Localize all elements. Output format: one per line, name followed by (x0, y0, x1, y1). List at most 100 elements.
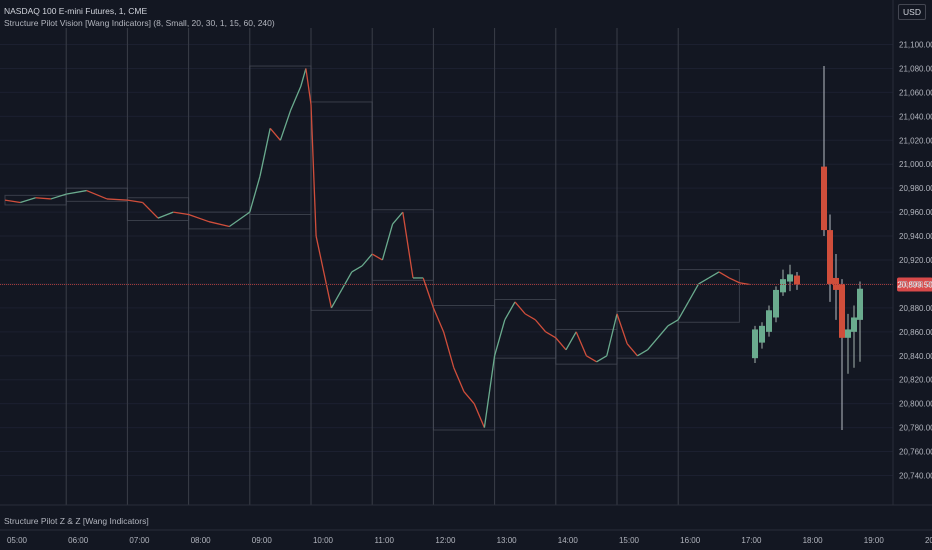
candlesticks (752, 66, 863, 431)
time-tick-label: 11:00 (374, 536, 394, 545)
price-segment (361, 253, 373, 267)
time-tick-label: 16:00 (680, 536, 701, 545)
time-tick-label: 06:00 (68, 536, 89, 545)
structure-box (188, 211, 251, 230)
price-segment (493, 319, 506, 356)
price-segment (341, 271, 353, 291)
price-segment (575, 331, 587, 357)
price-tick-label: 20,900.00 (899, 280, 932, 289)
price-tick-label: 20,860.00 (899, 328, 932, 337)
price-axis: 21,100.00 21,080.00 21,060.00 21,040.00 21,0… (892, 0, 932, 505)
price-segment (320, 259, 333, 309)
price-segment (687, 283, 700, 303)
symbol-title[interactable]: NASDAQ 100 E-mini Futures, 1, CME (4, 6, 148, 16)
candle-body[interactable] (851, 317, 857, 332)
price-segment (229, 211, 251, 228)
time-tick-label: 18:00 (803, 536, 824, 545)
price-segment (402, 212, 414, 279)
time-tick-label: 05:00 (7, 536, 28, 545)
price-segment (483, 355, 496, 428)
candle-body[interactable] (752, 329, 758, 359)
structure-box (126, 197, 190, 221)
candle-body[interactable] (833, 277, 839, 290)
candle-body[interactable] (780, 279, 786, 293)
time-tick-label: 08:00 (191, 536, 212, 545)
price-segment (739, 282, 750, 286)
candle-body[interactable] (773, 289, 779, 318)
time-tick-label: 20:00 (925, 536, 932, 545)
price-tick-label: 21,100.00 (899, 41, 932, 50)
price-tick-label: 21,080.00 (899, 64, 932, 73)
price-segment (545, 331, 557, 339)
time-tick-label: 07:00 (129, 536, 150, 545)
price-tick-label: 20,800.00 (899, 400, 932, 409)
candle-body[interactable] (845, 329, 851, 338)
candle-body[interactable] (827, 230, 833, 284)
price-segment (596, 355, 608, 363)
price-segment (157, 211, 174, 219)
price-segment (173, 211, 189, 216)
price-tick-label: 20,980.00 (899, 184, 932, 193)
price-segment (565, 331, 577, 351)
candle-body[interactable] (839, 283, 845, 338)
time-tick-label: 19:00 (864, 536, 885, 545)
price-tick-label: 21,040.00 (899, 112, 932, 121)
price-segment (315, 235, 322, 261)
candle-body[interactable] (787, 274, 793, 282)
price-segment (259, 128, 271, 177)
price-segment (606, 313, 618, 356)
price-segment (616, 313, 628, 345)
price-segment (66, 189, 87, 195)
price-segment (279, 110, 292, 141)
price-segment (718, 271, 730, 279)
price-segment (305, 68, 312, 105)
price-tick-label: 20,820.00 (899, 376, 932, 385)
price-segment (698, 277, 710, 285)
price-segment (290, 86, 302, 111)
price-segment (50, 193, 67, 200)
price-segment (534, 319, 547, 333)
price-segment (269, 127, 281, 141)
structure-box (310, 101, 373, 311)
price-segment (330, 289, 343, 309)
price-segment (381, 223, 394, 261)
price-segment (188, 213, 210, 223)
candle-body[interactable] (857, 288, 863, 320)
price-segment (677, 301, 689, 321)
price-segment (106, 198, 128, 201)
candle-body[interactable] (759, 325, 765, 343)
price-segment (371, 253, 383, 261)
pane2-indicator-label[interactable]: Structure Pilot Z & Z [Wang Indicators] (4, 516, 149, 526)
currency-button[interactable]: USD (898, 4, 926, 20)
price-segment (453, 367, 465, 392)
structure-box (432, 304, 496, 431)
price-segment (667, 319, 679, 327)
price-series (4, 68, 750, 428)
price-segment (473, 403, 485, 428)
current-price-line: 20,899.50 (0, 277, 932, 292)
indicator-label[interactable]: Structure Pilot Vision [Wang Indicators]… (4, 18, 275, 28)
price-segment (35, 197, 51, 200)
gridlines (0, 44, 893, 476)
price-segment (586, 355, 597, 363)
price-segment (4, 199, 21, 204)
time-tick-label: 09:00 (252, 536, 273, 545)
price-segment (20, 197, 36, 204)
price-segment (86, 189, 108, 200)
price-segment (300, 68, 307, 87)
candle-body[interactable] (821, 166, 827, 231)
price-segment (728, 277, 740, 284)
price-tick-label: 20,840.00 (899, 352, 932, 361)
candle-body[interactable] (794, 275, 800, 285)
price-segment (657, 325, 669, 339)
current-price-badge (897, 277, 932, 292)
price-tick-label: 20,920.00 (899, 256, 932, 265)
time-axis: 05:00 06:00 07:00 08:00 09:00 10:00 11:00 12:00… (0, 504, 932, 545)
price-segment (422, 277, 435, 309)
candle-body[interactable] (766, 310, 772, 332)
structure-box (371, 209, 434, 281)
price-segment (432, 307, 445, 333)
time-tick-label: 13:00 (497, 536, 518, 545)
